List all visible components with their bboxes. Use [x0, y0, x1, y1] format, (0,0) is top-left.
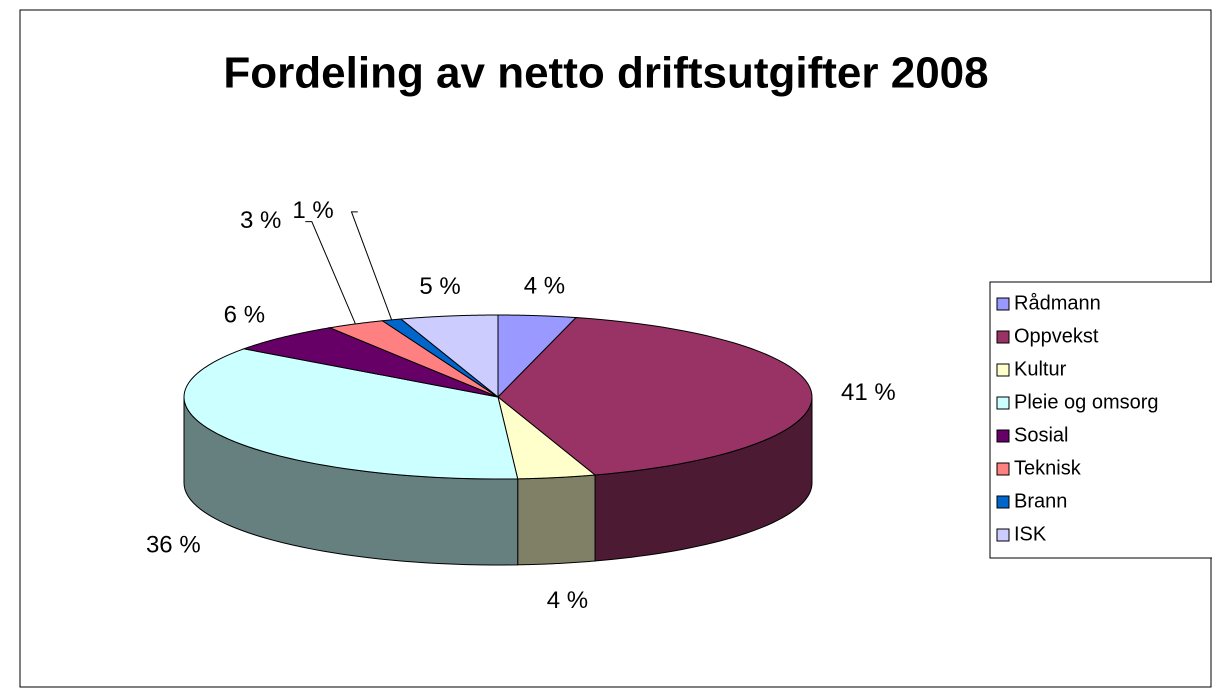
data-label: 5 %: [419, 273, 460, 300]
legend-swatch: [996, 396, 1010, 410]
pie-slice: [497, 317, 813, 476]
legend-label: Pleie og omsorg: [1014, 391, 1159, 413]
pie-slice: [497, 395, 597, 480]
pie-slice: [242, 327, 499, 398]
data-label: 4 %: [524, 273, 565, 300]
legend-swatch: [996, 297, 1010, 311]
pie-slice: [183, 348, 519, 480]
legend-swatch: [996, 528, 1010, 542]
data-label: 41 %: [841, 379, 896, 406]
pie-slice-side: [517, 474, 596, 566]
data-label: 36 %: [146, 532, 201, 559]
data-label: 3 %: [240, 207, 281, 234]
leader-line: [305, 221, 356, 325]
legend-label: Brann: [1014, 490, 1067, 512]
legend-swatch: [996, 429, 1010, 443]
pie-slice: [399, 314, 499, 399]
legend-box: [989, 281, 1212, 559]
data-label: 4 %: [547, 587, 588, 614]
legend-label: Teknisk: [1014, 457, 1082, 479]
legend-swatch: [996, 462, 1010, 476]
data-label: 6 %: [224, 302, 265, 329]
legend-label: Oppvekst: [1014, 325, 1099, 347]
legend-label: Kultur: [1014, 358, 1067, 380]
legend-swatch: [996, 495, 1010, 509]
legend-swatch: [996, 363, 1010, 377]
legend-label: ISK: [1014, 523, 1047, 545]
legend-swatch: [996, 330, 1010, 344]
legend-label: Sosial: [1014, 424, 1068, 446]
data-label: 1 %: [292, 197, 333, 224]
pie-slice: [380, 318, 499, 398]
chart-title: Fordeling av netto driftsutgifter 2008: [223, 49, 988, 98]
legend-label: Rådmann: [1014, 292, 1101, 314]
leader-line: [350, 211, 393, 321]
